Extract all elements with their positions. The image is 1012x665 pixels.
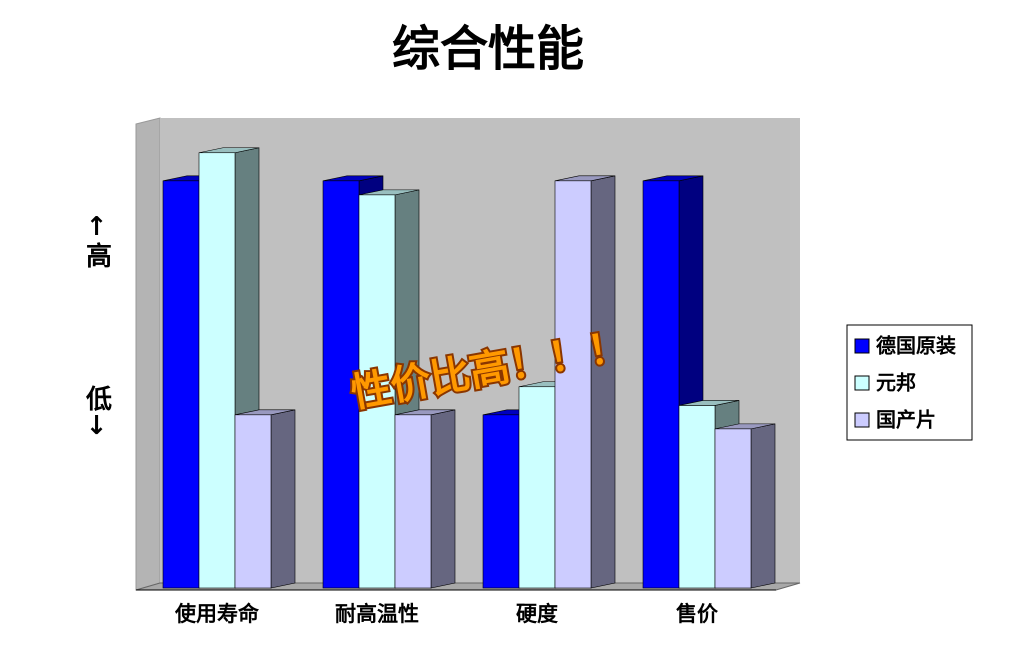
bars [162,147,776,589]
x-tick-label: 使用寿命 [174,602,260,626]
bar [678,405,716,589]
legend-label: 德国原装 [876,334,956,358]
y-label-bottom: 低↓ [82,385,113,441]
chart-title: 综合性能 [392,21,584,77]
side-wall [135,117,161,591]
legend-label: 国产片 [876,408,936,432]
x-tick-label: 耐高温性 [335,602,419,626]
bar-side [270,409,296,589]
bar-side [750,423,776,589]
bar-side [430,409,456,589]
bar [394,414,432,589]
bar [714,428,752,589]
bar [198,152,236,589]
bar [554,180,592,589]
legend-swatch [854,375,870,391]
bar [482,414,520,589]
legend-label: 元邦 [876,371,916,395]
legend-swatch [854,412,870,428]
bar [162,180,200,589]
y-label-top: ↑高 [82,212,112,268]
bar [234,414,272,589]
bar-side [590,175,616,589]
x-tick-label: 售价 [676,602,719,626]
legend-swatch [854,338,870,354]
bar [322,180,360,589]
bar [642,180,680,589]
x-tick-label: 硬度 [516,602,558,626]
bar [358,194,396,589]
bar [518,386,556,589]
